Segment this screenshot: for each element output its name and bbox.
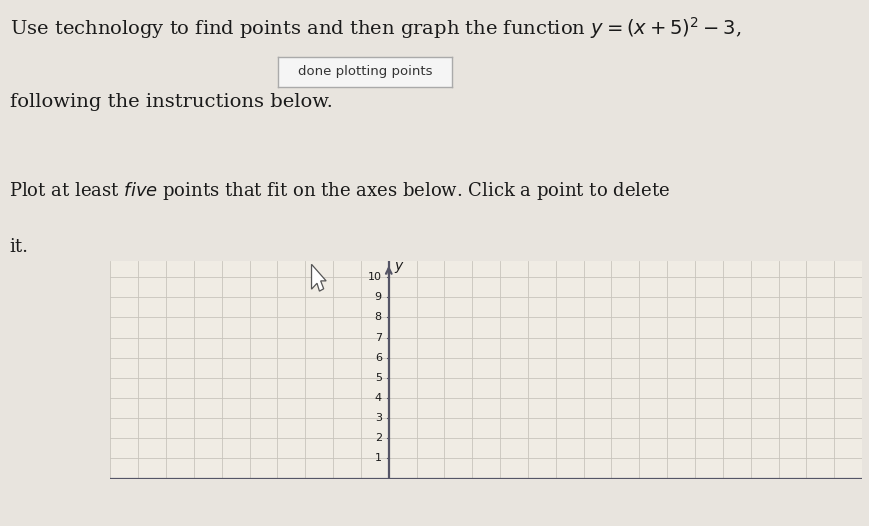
Text: 10: 10 xyxy=(368,272,381,282)
Text: 4: 4 xyxy=(375,393,381,403)
Text: Use technology to find points and then graph the function $y = (x + 5)^2 - 3$,: Use technology to find points and then g… xyxy=(10,15,742,42)
Text: following the instructions below.: following the instructions below. xyxy=(10,93,334,111)
Polygon shape xyxy=(311,264,326,291)
Text: Plot at least $\mathit{five}$ points that fit on the axes below. Click a point t: Plot at least $\mathit{five}$ points tha… xyxy=(9,179,670,201)
Text: 2: 2 xyxy=(375,433,381,443)
Text: 1: 1 xyxy=(375,453,381,463)
Text: y: y xyxy=(395,259,402,273)
Text: 3: 3 xyxy=(375,413,381,423)
Text: 9: 9 xyxy=(375,292,381,302)
Text: 5: 5 xyxy=(375,373,381,383)
Text: 7: 7 xyxy=(375,332,381,342)
Text: 8: 8 xyxy=(375,312,381,322)
Text: 6: 6 xyxy=(375,352,381,363)
Text: it.: it. xyxy=(9,238,28,256)
Text: done plotting points: done plotting points xyxy=(298,65,432,78)
